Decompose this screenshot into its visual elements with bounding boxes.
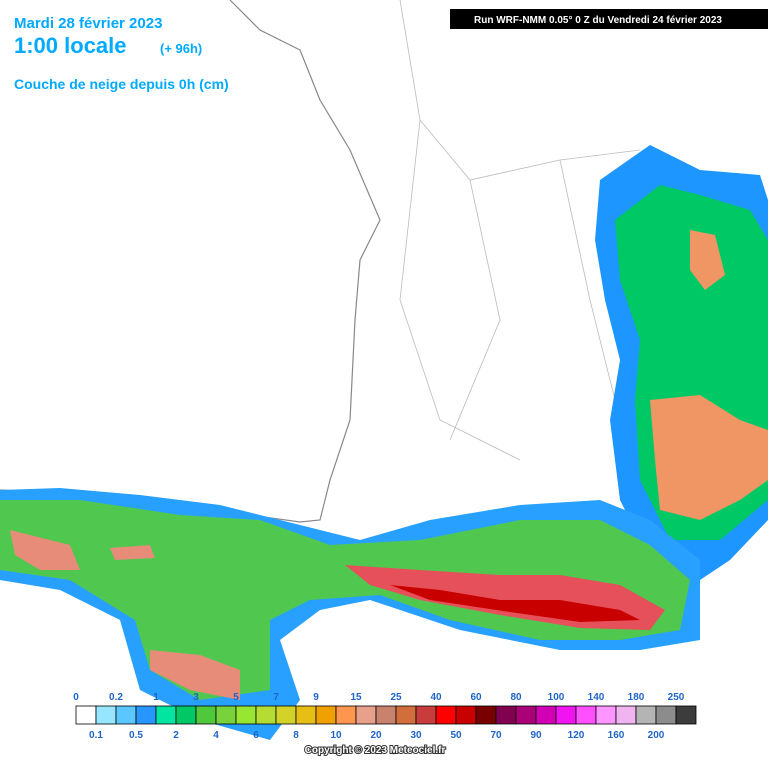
legend-label: 10 bbox=[330, 730, 342, 741]
legend-swatch bbox=[515, 705, 537, 725]
legend-swatch bbox=[195, 705, 217, 725]
legend-label: 9 bbox=[313, 692, 319, 703]
legend-swatch bbox=[135, 705, 157, 725]
legend-label: 140 bbox=[588, 692, 605, 703]
legend-swatch bbox=[215, 705, 237, 725]
legend-label: 0.1 bbox=[89, 730, 103, 741]
legend-label: 8 bbox=[293, 730, 299, 741]
legend-swatch bbox=[255, 705, 277, 725]
legend-label: 15 bbox=[350, 692, 362, 703]
legend-swatch bbox=[435, 705, 457, 725]
legend-label: 1 bbox=[153, 692, 159, 703]
legend-label: 40 bbox=[430, 692, 442, 703]
legend: 0 0.1 0.2 0.5 1 2 3 4 5 6 7 8 9 10 15 20 25 30 40 50 60 70 80 9… bbox=[73, 692, 697, 741]
copyright: Copyright © 2023 Meteociel.fr bbox=[305, 745, 446, 756]
legend-swatch bbox=[455, 705, 477, 725]
legend-label: 160 bbox=[608, 730, 625, 741]
legend-label: 0.5 bbox=[129, 730, 143, 741]
date: Mardi 28 février 2023 bbox=[14, 15, 162, 32]
legend-swatch bbox=[235, 705, 257, 725]
legend-swatch bbox=[95, 705, 117, 725]
legend-label: 0.2 bbox=[109, 692, 123, 703]
legend-label: 3 bbox=[193, 692, 199, 703]
snow-area bbox=[10, 530, 80, 570]
snow-area bbox=[0, 500, 690, 700]
lead-time: (+ 96h) bbox=[160, 41, 202, 56]
legend-swatch bbox=[655, 705, 677, 725]
legend-label: 80 bbox=[510, 692, 522, 703]
run-box bbox=[450, 9, 768, 29]
legend-label: 50 bbox=[450, 730, 462, 741]
legend-label: 20 bbox=[370, 730, 382, 741]
legend-swatch bbox=[555, 705, 577, 725]
legend-label: 60 bbox=[470, 692, 482, 703]
legend-swatch bbox=[575, 705, 597, 725]
run-info: Run WRF-NMM 0.05° 0 Z du Vendredi 24 fév… bbox=[474, 15, 722, 26]
legend-label: 30 bbox=[410, 730, 422, 741]
legend-swatch bbox=[535, 705, 557, 725]
legend-swatch bbox=[355, 705, 377, 725]
legend-swatch bbox=[395, 705, 417, 725]
legend-label: 2 bbox=[173, 730, 179, 741]
legend-swatch bbox=[115, 705, 137, 725]
snow-area bbox=[110, 545, 155, 560]
legend-label: 180 bbox=[628, 692, 645, 703]
legend-label: 90 bbox=[530, 730, 542, 741]
legend-swatch bbox=[155, 705, 177, 725]
snow-area bbox=[390, 585, 640, 622]
parameter: Couche de neige depuis 0h (cm) bbox=[14, 76, 229, 92]
legend-label: 5 bbox=[233, 692, 239, 703]
legend-label: 100 bbox=[548, 692, 565, 703]
legend-swatch bbox=[375, 705, 397, 725]
legend-swatch bbox=[175, 705, 197, 725]
legend-label: 200 bbox=[648, 730, 665, 741]
snow-area bbox=[650, 395, 768, 520]
legend-label: 7 bbox=[273, 692, 279, 703]
borders bbox=[399, 0, 768, 561]
legend-swatch bbox=[675, 705, 697, 725]
legend-swatch bbox=[315, 705, 337, 725]
legend-swatch bbox=[75, 705, 97, 725]
legend-swatch bbox=[415, 705, 437, 725]
legend-swatch bbox=[635, 705, 657, 725]
legend-swatch bbox=[495, 705, 517, 725]
legend-label: 70 bbox=[490, 730, 502, 741]
legend-swatch bbox=[615, 705, 637, 725]
legend-label: 6 bbox=[253, 730, 259, 741]
legend-label: 4 bbox=[213, 730, 219, 741]
legend-swatch bbox=[475, 705, 497, 725]
legend-swatch bbox=[295, 705, 317, 725]
legend-label: 25 bbox=[390, 692, 402, 703]
snow-area bbox=[690, 230, 725, 290]
legend-label: 250 bbox=[668, 692, 685, 703]
legend-label: 120 bbox=[568, 730, 585, 741]
snow-area bbox=[150, 650, 240, 700]
legend-swatch bbox=[275, 705, 297, 725]
legend-swatch bbox=[335, 705, 357, 725]
legend-swatch bbox=[595, 705, 617, 725]
legend-label: 0 bbox=[73, 692, 79, 703]
time: 1:00 locale bbox=[14, 33, 127, 58]
